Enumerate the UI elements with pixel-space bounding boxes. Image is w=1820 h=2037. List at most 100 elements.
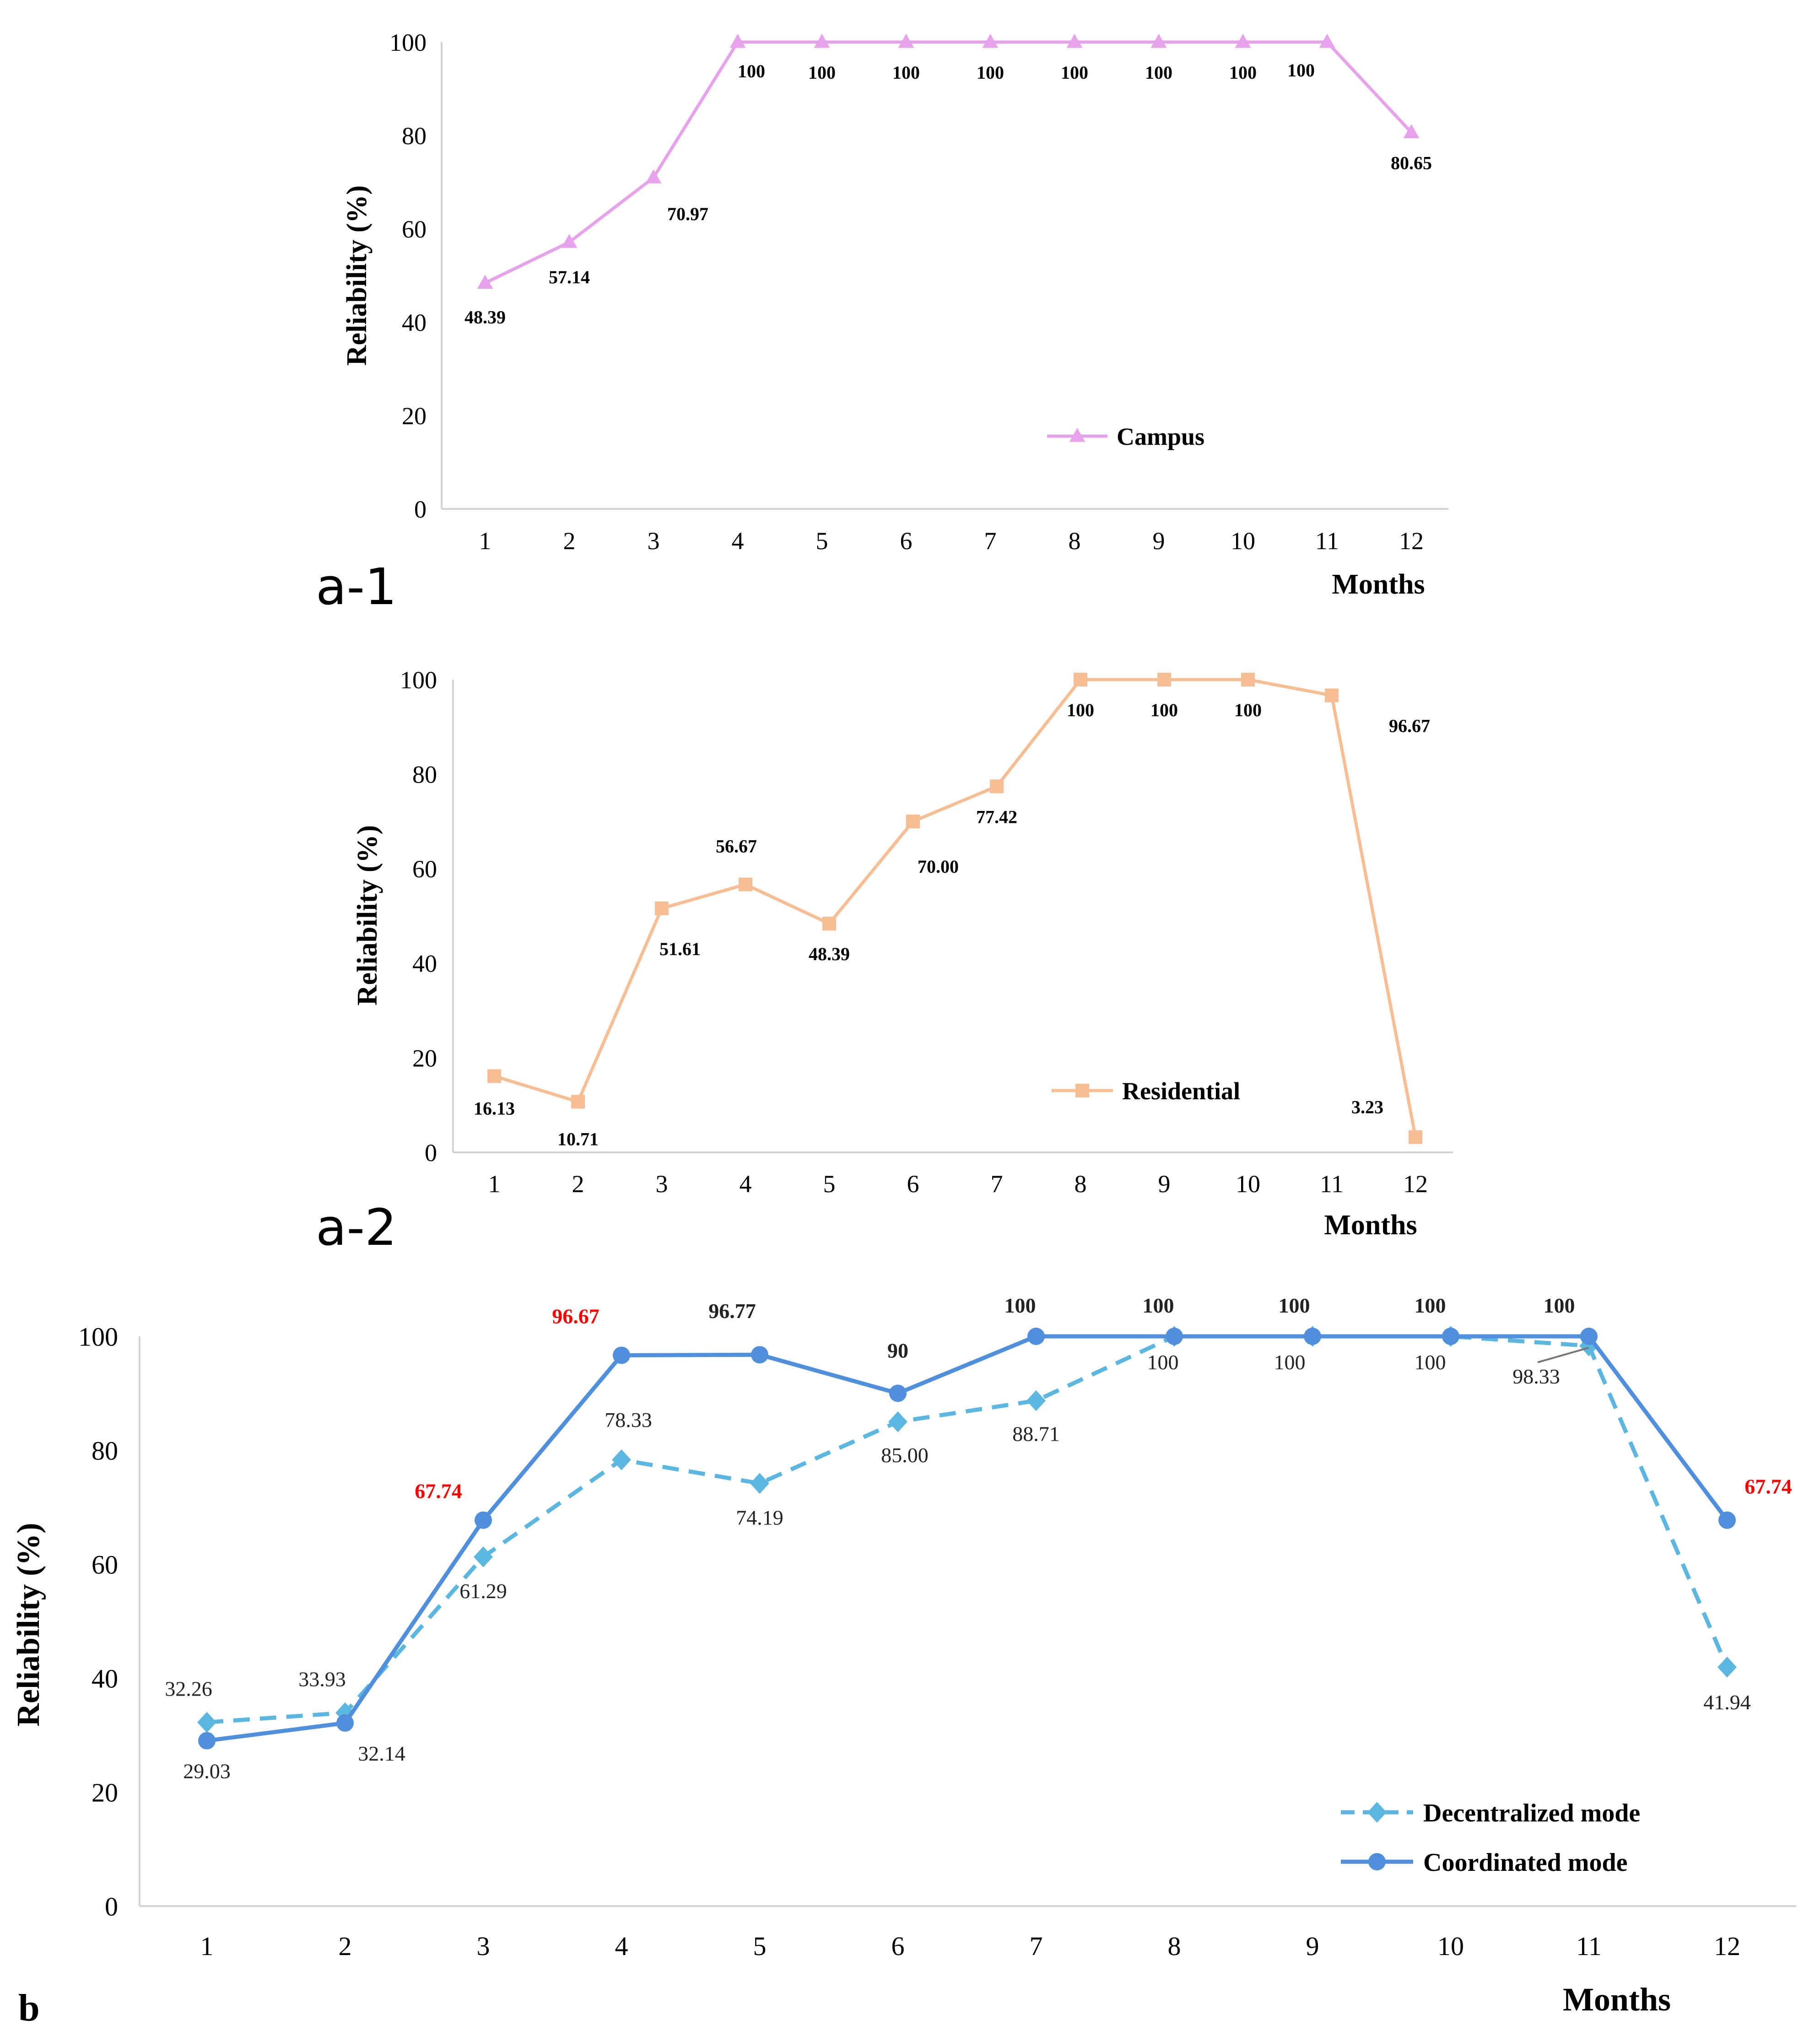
label-leader-line	[1537, 1346, 1589, 1363]
data-point	[475, 1511, 492, 1529]
x-tick-label: 2	[563, 527, 576, 555]
legend-marker	[1075, 1084, 1089, 1097]
data-point	[906, 814, 920, 828]
x-tick-label: 9	[1158, 1170, 1171, 1198]
data-label: 98.33	[1512, 1365, 1560, 1388]
data-point	[1304, 1328, 1321, 1345]
data-point	[1718, 1511, 1736, 1529]
data-point	[822, 917, 836, 931]
x-tick-label: 1	[200, 1931, 214, 1961]
x-tick-label: 8	[1069, 527, 1081, 555]
data-point	[487, 1069, 501, 1083]
y-tick-label: 80	[402, 122, 427, 150]
data-point	[1074, 673, 1087, 686]
data-point	[898, 33, 914, 48]
y-tick-label: 20	[402, 402, 427, 430]
y-tick-label: 80	[412, 761, 437, 789]
x-axis-title: Months	[1324, 1210, 1417, 1241]
y-tick-label: 0	[105, 1891, 118, 1921]
x-tick-label: 10	[1236, 1170, 1260, 1198]
x-tick-label: 6	[891, 1931, 905, 1961]
data-point	[197, 1712, 216, 1733]
data-label: 100	[1147, 1351, 1179, 1374]
data-label: 96.67	[552, 1304, 599, 1328]
data-label: 74.19	[736, 1506, 783, 1529]
y-tick-label: 100	[78, 1322, 118, 1351]
data-label: 100	[1234, 700, 1262, 720]
data-label: 100	[1544, 1294, 1575, 1317]
data-point	[1066, 33, 1083, 48]
x-tick-label: 3	[477, 1931, 490, 1961]
y-tick-label: 20	[92, 1778, 118, 1807]
y-axis-title: Reliability (%)	[341, 185, 373, 366]
legend-label: Coordinated mode	[1423, 1848, 1627, 1877]
x-tick-label: 3	[656, 1170, 668, 1198]
data-point	[561, 233, 578, 248]
x-tick-label: 1	[479, 527, 491, 555]
data-label: 96.67	[1389, 715, 1430, 736]
data-point	[1717, 1657, 1737, 1678]
data-point	[474, 1546, 493, 1567]
y-tick-label: 60	[412, 855, 437, 883]
data-label: 88.71	[1012, 1422, 1060, 1446]
data-label: 70.00	[918, 856, 959, 877]
data-label: 61.29	[459, 1579, 507, 1603]
data-label: 85.00	[881, 1443, 929, 1467]
x-axis-title: Months	[1332, 569, 1425, 600]
data-label: 100	[977, 62, 1004, 83]
x-tick-label: 8	[1075, 1170, 1087, 1198]
y-tick-label: 40	[402, 309, 427, 336]
data-label: 57.14	[549, 267, 590, 287]
data-point	[335, 1702, 355, 1724]
data-label: 100	[1061, 62, 1088, 83]
x-tick-label: 7	[1030, 1931, 1043, 1961]
x-tick-label: 5	[753, 1931, 767, 1961]
panel-label: b	[18, 1987, 40, 2029]
data-label: 41.94	[1703, 1691, 1751, 1714]
data-point	[198, 1732, 216, 1750]
x-tick-label: 9	[1153, 527, 1165, 555]
y-axis-title: Reliability (%)	[352, 825, 383, 1005]
panel-label: a-2	[316, 1198, 397, 1257]
x-tick-label: 5	[823, 1170, 836, 1198]
x-tick-label: 4	[732, 527, 744, 555]
data-label: 33.93	[298, 1668, 346, 1691]
y-axis-title: Reliability (%)	[11, 1523, 46, 1726]
data-point	[1319, 33, 1335, 48]
data-point	[1150, 33, 1167, 48]
data-point	[990, 779, 1004, 794]
x-tick-label: 7	[991, 1170, 1003, 1198]
data-label: 96.77	[708, 1299, 756, 1323]
data-point	[1026, 1390, 1046, 1411]
x-tick-label: 3	[648, 527, 660, 555]
legend-marker	[1367, 1802, 1387, 1823]
data-label: 70.97	[667, 204, 708, 224]
y-tick-label: 40	[412, 950, 437, 978]
data-label: 67.74	[415, 1480, 462, 1503]
y-tick-label: 0	[425, 1139, 437, 1167]
legend-marker	[1069, 427, 1086, 442]
series-line-decentralized-mode	[206, 1334, 1729, 1724]
data-point	[336, 1714, 354, 1732]
data-point	[645, 169, 662, 184]
x-axis-title: Months	[1563, 1981, 1671, 2018]
y-tick-label: 0	[414, 496, 427, 523]
series-line-coordinated-mode	[206, 1334, 1729, 1743]
x-tick-label: 1	[488, 1170, 501, 1198]
data-point	[1580, 1328, 1598, 1345]
y-tick-label: 100	[389, 29, 427, 56]
data-point	[571, 1095, 585, 1109]
data-point	[750, 1473, 769, 1494]
data-point	[889, 1384, 907, 1402]
x-tick-label: 12	[1399, 527, 1424, 555]
x-tick-label: 2	[572, 1170, 584, 1198]
x-tick-label: 4	[740, 1170, 752, 1198]
data-point	[982, 33, 999, 48]
x-tick-label: 10	[1437, 1931, 1464, 1961]
data-label: 100	[1145, 62, 1172, 83]
x-tick-label: 4	[615, 1931, 628, 1961]
data-point	[655, 901, 669, 915]
legend-label: Campus	[1117, 423, 1204, 450]
